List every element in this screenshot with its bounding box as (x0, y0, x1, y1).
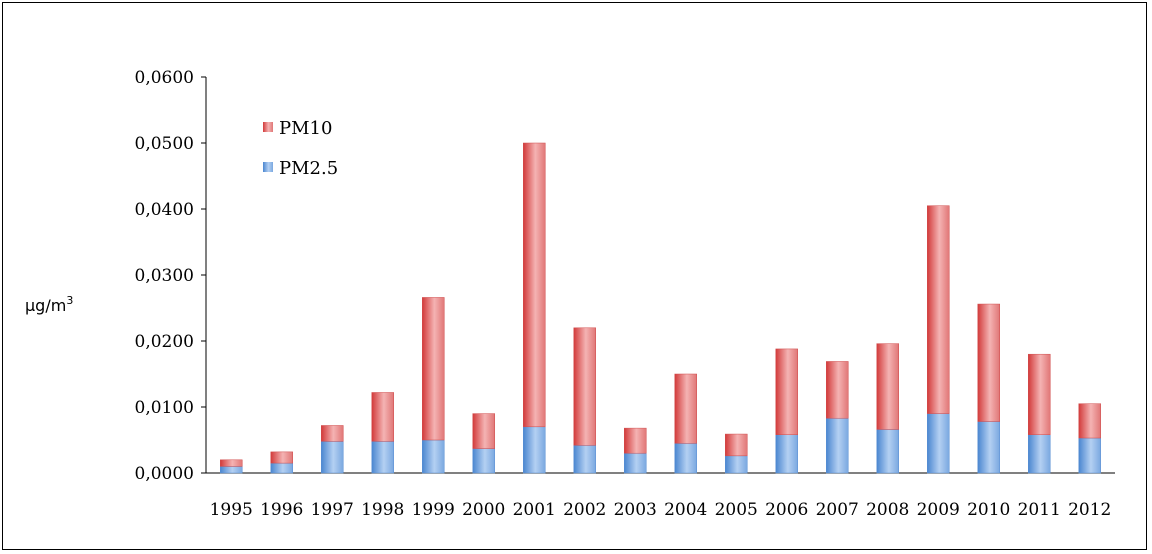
legend-swatch-pm10 (263, 122, 273, 132)
bar-pm10-2000 (472, 413, 495, 449)
x-tick-label: 2009 (917, 500, 960, 520)
bar-pm25-2002 (573, 445, 596, 474)
bar-pm25-2011 (1028, 434, 1051, 474)
bar-pm10-2006 (775, 348, 798, 435)
x-tick-label: 2007 (816, 500, 859, 520)
x-tick-label: 2011 (1018, 500, 1061, 520)
bar-pm25-2006 (775, 434, 798, 474)
bar-pm10-1995 (220, 459, 243, 467)
x-axis: 1995 1996 1997 1998 1999 2000 2001 2002 2003 2004… (206, 472, 1115, 520)
x-tick-label: 1997 (311, 500, 354, 520)
bar-pm10-2001 (523, 142, 546, 428)
bar-pm10-1997 (321, 425, 344, 442)
x-tick-label: 2002 (563, 500, 606, 520)
y-tick-label: 0,0200 (135, 332, 194, 352)
bar-pm10-2008 (876, 343, 899, 430)
y-tick-label: 0,0500 (135, 134, 194, 154)
bar-pm10-2011 (1028, 353, 1051, 435)
bar-pm25-2012 (1078, 437, 1101, 474)
x-tick-label: 1998 (361, 500, 404, 520)
x-tick-label: 2004 (664, 500, 707, 520)
y-tick-label: 0,0600 (135, 68, 194, 88)
bar-pm10-2004 (674, 373, 697, 444)
x-tick-label: 2001 (513, 500, 556, 520)
bar-pm10-2012 (1078, 403, 1101, 439)
y-tick-label: 0,0400 (135, 200, 194, 220)
x-tick-label: 1999 (412, 500, 455, 520)
bar-pm25-2003 (624, 452, 647, 474)
bar-pm10-2003 (624, 427, 647, 454)
bar-pm25-1995 (220, 466, 243, 474)
legend-label-pm25: PM2.5 (279, 158, 338, 179)
x-tick-label: 2000 (462, 500, 505, 520)
bar-pm25-1997 (321, 441, 344, 474)
x-tick-label: 1995 (210, 500, 253, 520)
bar-pm25-2007 (826, 417, 849, 474)
bar-pm10-1999 (422, 297, 445, 441)
bar-pm25-2001 (523, 426, 546, 474)
bar-pm25-2010 (977, 421, 1000, 474)
stacked-bar-chart: µg/m3 0,0000 0,0100 0,0200 0,0300 0,0400 0,05… (25, 68, 1115, 520)
bar-pm25-2009 (927, 413, 950, 474)
bar-pm25-1996 (270, 462, 293, 474)
x-tick-label: 1996 (260, 500, 303, 520)
bar-pm10-1996 (270, 451, 293, 464)
legend: PM10 PM2.5 (263, 118, 338, 179)
x-tick-label: 2003 (614, 500, 657, 520)
bar-pm10-1998 (371, 392, 394, 442)
x-tick-label: 2008 (866, 500, 909, 520)
bar-pm25-2000 (472, 448, 495, 474)
bar-pm10-2010 (977, 303, 1000, 422)
legend-swatch-pm25 (263, 162, 273, 172)
bar-pm25-2005 (725, 455, 748, 474)
bar-pm25-1998 (371, 441, 394, 474)
y-axis: 0,0000 0,0100 0,0200 0,0300 0,0400 0,0500 0,06… (135, 68, 207, 484)
bar-pm25-2008 (876, 429, 899, 474)
y-tick-label: 0,0300 (135, 266, 194, 286)
x-tick-label: 2005 (715, 500, 758, 520)
bar-pm25-1999 (422, 439, 445, 474)
y-tick-label: 0,0100 (135, 398, 194, 418)
bars (220, 142, 1101, 474)
x-tick-label: 2012 (1068, 500, 1111, 520)
bar-pm25-2004 (674, 443, 697, 474)
x-tick-label: 2010 (967, 500, 1010, 520)
bar-pm10-2005 (725, 433, 748, 457)
bar-pm10-2009 (927, 205, 950, 414)
bar-pm10-2002 (573, 327, 596, 446)
x-tick-label: 2006 (765, 500, 808, 520)
bar-pm10-2007 (826, 361, 849, 419)
y-axis-label: µg/m3 (25, 294, 73, 315)
legend-label-pm10: PM10 (279, 118, 332, 139)
y-tick-label: 0,0000 (135, 464, 194, 484)
